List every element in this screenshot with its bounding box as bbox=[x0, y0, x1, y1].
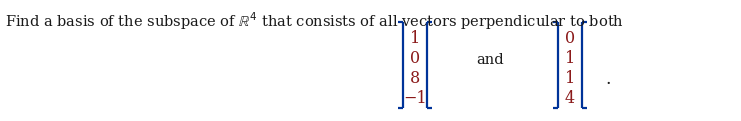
Text: 8: 8 bbox=[410, 70, 420, 87]
Text: 0: 0 bbox=[410, 50, 420, 67]
Text: 0: 0 bbox=[565, 30, 575, 47]
Text: Find a basis of the subspace of $\mathbb{R}^4$ that consists of all vectors perp: Find a basis of the subspace of $\mathbb… bbox=[5, 10, 624, 32]
Text: and: and bbox=[476, 53, 504, 67]
Text: 1: 1 bbox=[410, 30, 420, 47]
Text: 4: 4 bbox=[565, 90, 575, 107]
Text: .: . bbox=[605, 71, 611, 88]
Text: −1: −1 bbox=[403, 90, 427, 107]
Text: 1: 1 bbox=[565, 70, 575, 87]
Text: 1: 1 bbox=[565, 50, 575, 67]
